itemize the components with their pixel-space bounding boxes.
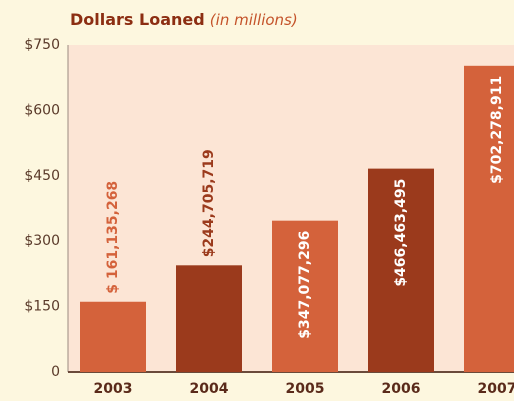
value-label: $347,077,296 — [297, 231, 313, 339]
x-tick-label: 2003 — [94, 381, 133, 397]
value-label: $702,278,911 — [489, 76, 505, 184]
bar — [80, 301, 146, 372]
value-label: $244,705,719 — [201, 149, 217, 257]
y-tick-label: $450 — [24, 168, 60, 184]
chart-subtitle: (in millions) — [210, 11, 298, 29]
bar — [176, 265, 242, 372]
value-label: $466,463,495 — [393, 179, 409, 287]
x-tick-label: 2004 — [190, 381, 229, 397]
bar — [464, 65, 514, 372]
bar — [272, 220, 338, 372]
x-tick-label: 2006 — [382, 381, 421, 397]
y-tick-label: 0 — [51, 364, 60, 380]
chart-title-group: Dollars Loaned (in millions) — [70, 10, 298, 29]
x-tick-label: 2005 — [286, 381, 325, 397]
value-label: $ 161,135,268 — [105, 181, 121, 294]
chart-title: Dollars Loaned — [70, 10, 205, 29]
y-tick-label: $600 — [24, 102, 60, 118]
y-tick-label: $750 — [24, 37, 60, 53]
bar — [368, 168, 434, 372]
y-tick-label: $300 — [24, 233, 60, 249]
x-tick-label: 2007 — [478, 381, 514, 397]
y-tick-label: $150 — [24, 299, 60, 315]
